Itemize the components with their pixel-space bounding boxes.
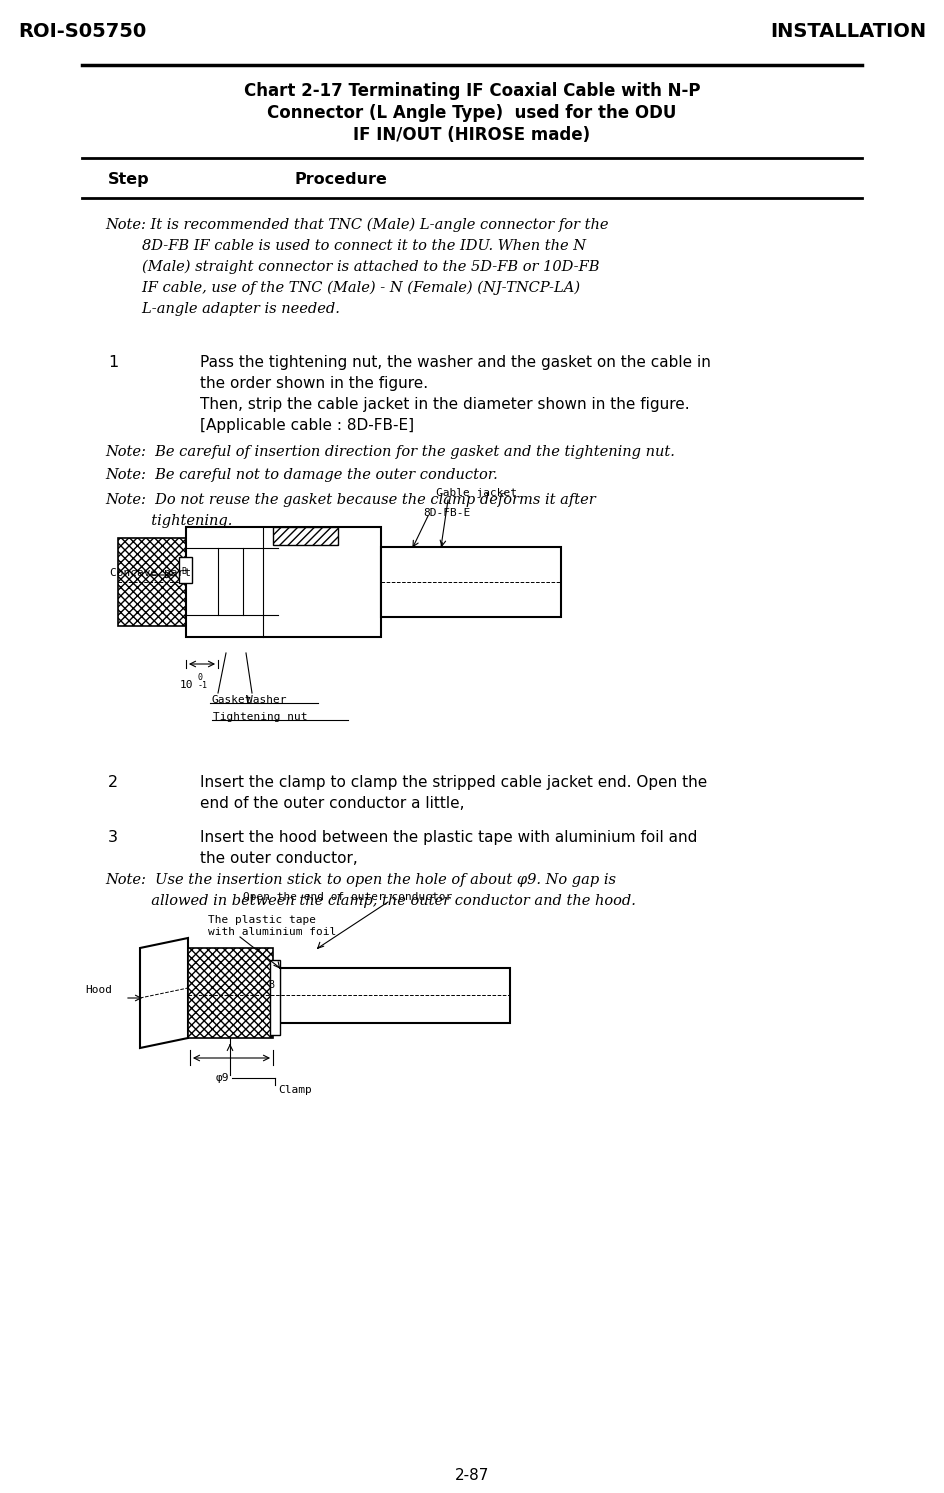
Text: φ9: φ9 (215, 1073, 228, 1082)
Text: Note: It is recommended that TNC (Male) L-angle connector for the: Note: It is recommended that TNC (Male) … (105, 218, 609, 233)
Text: The plastic tape: The plastic tape (208, 915, 316, 926)
Text: [Applicable cable : 8D-FB-E]: [Applicable cable : 8D-FB-E] (200, 418, 414, 433)
Text: 10: 10 (180, 679, 194, 690)
Text: 8D-FB IF cable is used to connect it to the IDU. When the N: 8D-FB IF cable is used to connect it to … (105, 239, 586, 252)
Text: IF cable, use of the TNC (Male) - N (Female) (NJ-TNCP-LA): IF cable, use of the TNC (Male) - N (Fem… (105, 281, 581, 296)
Text: L-angle adapter is needed.: L-angle adapter is needed. (105, 302, 340, 317)
Text: (Male) straight connector is attached to the 5D-FB or 10D-FB: (Male) straight connector is attached to… (105, 260, 599, 275)
Text: ROI-S05750: ROI-S05750 (18, 22, 146, 40)
Text: allowed in between the clamp, the outer conductor and the hood.: allowed in between the clamp, the outer … (105, 894, 636, 908)
Text: Hood: Hood (85, 985, 112, 994)
Bar (118, 537, 186, 626)
Bar (188, 948, 273, 1038)
Polygon shape (140, 938, 188, 1048)
Text: IF IN/OUT (HIROSE made): IF IN/OUT (HIROSE made) (353, 125, 591, 143)
Text: Open the end of outer conductor: Open the end of outer conductor (243, 891, 452, 902)
Text: Connector (L Angle Type)  used for the ODU: Connector (L Angle Type) used for the OD… (267, 105, 677, 122)
Text: Insert the hood between the plastic tape with aluminium foil and: Insert the hood between the plastic tape… (200, 830, 698, 845)
Text: Tightening nut: Tightening nut (213, 712, 308, 723)
Text: Procedure: Procedure (295, 172, 388, 187)
Text: Gasket: Gasket (211, 696, 251, 705)
Bar (186, 527, 381, 638)
Bar (270, 960, 280, 1035)
Bar (273, 527, 338, 545)
Text: Cable jacket: Cable jacket (436, 488, 517, 499)
Text: Pass the tightening nut, the washer and the gasket on the cable in: Pass the tightening nut, the washer and … (200, 355, 711, 370)
Text: the outer conductor,: the outer conductor, (200, 851, 358, 866)
Text: the order shown in the figure.: the order shown in the figure. (200, 376, 429, 391)
Text: Chart 2-17 Terminating IF Coaxial Cable with N-P: Chart 2-17 Terminating IF Coaxial Cable … (244, 82, 700, 100)
Text: INSTALLATION: INSTALLATION (770, 22, 926, 40)
Text: B: B (268, 979, 274, 990)
Text: Note:  Use the insertion stick to open the hole of about φ9. No gap is: Note: Use the insertion stick to open th… (105, 873, 616, 887)
Text: 2-87: 2-87 (455, 1468, 489, 1483)
Text: Note:  Be careful not to damage the outer conductor.: Note: Be careful not to damage the outer… (105, 467, 497, 482)
Text: 2: 2 (108, 775, 118, 790)
Text: Insert the clamp to clamp the stripped cable jacket end. Open the: Insert the clamp to clamp the stripped c… (200, 775, 707, 790)
Text: end of the outer conductor a little,: end of the outer conductor a little, (200, 796, 464, 811)
Text: Then, strip the cable jacket in the diameter shown in the figure.: Then, strip the cable jacket in the diam… (200, 397, 690, 412)
Text: -1: -1 (198, 681, 208, 690)
Text: B: B (181, 567, 186, 576)
Bar (179, 557, 192, 582)
Text: tightening.: tightening. (105, 514, 232, 529)
Text: Concave part: Concave part (110, 567, 191, 578)
Bar (381, 546, 561, 617)
Text: Washer: Washer (246, 696, 286, 705)
Text: Note:  Be careful of insertion direction for the gasket and the tightening nut.: Note: Be careful of insertion direction … (105, 445, 675, 458)
Text: 1: 1 (108, 355, 118, 370)
Text: with aluminium foil: with aluminium foil (208, 927, 336, 938)
Bar (280, 967, 510, 1023)
Text: 0: 0 (198, 673, 203, 682)
Text: 3: 3 (108, 830, 118, 845)
Text: 8D-FB-E: 8D-FB-E (423, 508, 470, 518)
Text: Step: Step (108, 172, 150, 187)
Text: Note:  Do not reuse the gasket because the clamp deforms it after: Note: Do not reuse the gasket because th… (105, 493, 596, 508)
Text: Clamp: Clamp (278, 1085, 312, 1094)
